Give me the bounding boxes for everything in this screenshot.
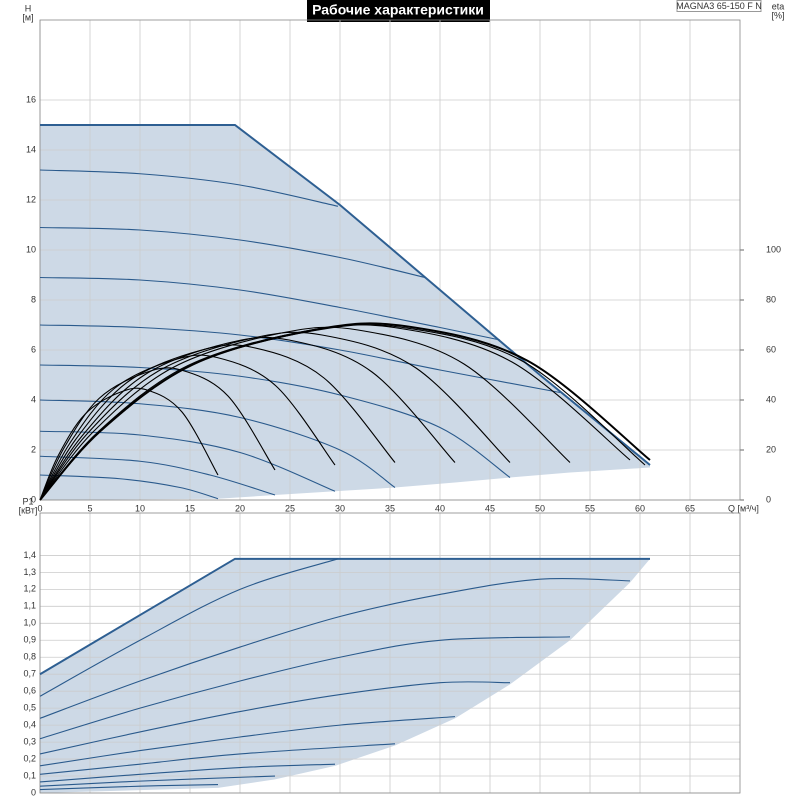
x-tick-label: 50 — [535, 503, 545, 513]
x-tick-label: 30 — [335, 503, 345, 513]
y-tick-label: 16 — [26, 94, 36, 104]
curve — [39, 783, 219, 791]
efficiency-curve — [39, 331, 511, 501]
y2-tick-label: 60 — [766, 344, 776, 354]
efficiency-curve — [39, 387, 219, 501]
y-tick-label: 1,2 — [23, 584, 36, 594]
curve — [39, 558, 339, 697]
y-tick-label: 1,4 — [23, 550, 36, 560]
y-axis-label: H — [25, 3, 32, 13]
model-box — [676, 0, 762, 12]
y-tick-label: 0,3 — [23, 736, 36, 746]
y2-tick-label: 20 — [766, 444, 776, 454]
curve — [39, 681, 511, 755]
curve — [39, 636, 571, 740]
y2-axis-unit: [%] — [771, 10, 784, 20]
chart-title: Рабочие характеристики — [312, 2, 484, 18]
curve — [39, 226, 426, 279]
y-tick-label: 2 — [31, 444, 36, 454]
y-tick-label: 12 — [26, 194, 36, 204]
y-tick-label: 0,8 — [23, 652, 36, 662]
efficiency-curve — [39, 326, 571, 501]
y2-tick-label: 40 — [766, 394, 776, 404]
x-tick-label: 0 — [37, 503, 42, 513]
curve — [39, 324, 561, 394]
curve — [39, 169, 339, 207]
efficiency-curve — [39, 367, 276, 501]
y2-tick-label: 100 — [766, 244, 781, 254]
curve — [39, 474, 219, 500]
y-tick-label: 0,9 — [23, 635, 36, 645]
y-tick-label: 0,7 — [23, 669, 36, 679]
curve — [39, 557, 650, 676]
y-axis-label: P1 — [22, 496, 33, 506]
curve — [39, 716, 456, 767]
y-tick-label: 4 — [31, 394, 36, 404]
y-tick-label: 14 — [26, 144, 36, 154]
x-tick-label: 35 — [385, 503, 395, 513]
x-tick-label: 55 — [585, 503, 595, 513]
x-tick-label: 15 — [185, 503, 195, 513]
y-tick-label: 0,1 — [23, 770, 36, 780]
x-tick-label: 10 — [135, 503, 145, 513]
plot-frame — [39, 512, 741, 794]
curve — [40, 124, 651, 466]
y2-tick-label: 0 — [766, 494, 771, 504]
curve — [39, 276, 501, 341]
y-axis-unit: [м] — [22, 12, 33, 22]
curve — [39, 577, 631, 719]
curve — [39, 430, 336, 492]
x-tick-label: 5 — [87, 503, 92, 513]
y-tick-label: 0,6 — [23, 686, 36, 696]
curve — [39, 775, 276, 787]
y-tick-label: 0,5 — [23, 703, 36, 713]
y-tick-label: 8 — [31, 294, 36, 304]
y-tick-label: 0,4 — [23, 719, 36, 729]
x-tick-label: 25 — [285, 503, 295, 513]
y-tick-label: 1,3 — [23, 567, 36, 577]
x-tick-label: 40 — [435, 503, 445, 513]
y-tick-label: 10 — [26, 244, 36, 254]
title-box — [307, 0, 490, 22]
efficiency-curve — [39, 322, 651, 501]
y-tick-label: 1,1 — [23, 601, 36, 611]
efficiency-curve — [39, 336, 456, 501]
plot-frame — [39, 19, 741, 501]
y2-tick-label: 80 — [766, 294, 776, 304]
y-tick-label: 6 — [31, 344, 36, 354]
x-tick-label: 60 — [635, 503, 645, 513]
curve — [39, 743, 396, 775]
y2-axis-label: eta — [772, 1, 785, 11]
curve — [39, 364, 511, 478]
curve — [39, 399, 396, 488]
curve — [39, 763, 336, 783]
y-tick-label: 1,0 — [23, 618, 36, 628]
x-axis-label: Q [м³/ч] — [728, 503, 759, 513]
model-name: MAGNA3 65-150 F N — [676, 1, 762, 11]
y-tick-label: 0,2 — [23, 753, 36, 763]
operating-area — [40, 558, 650, 793]
x-tick-label: 65 — [685, 503, 695, 513]
y-tick-label: 0 — [31, 494, 36, 504]
y-axis-unit: [кВт] — [19, 505, 38, 515]
x-tick-label: 45 — [485, 503, 495, 513]
y-tick-label: 0 — [31, 787, 36, 797]
operating-area — [40, 125, 650, 500]
curve — [39, 455, 276, 496]
x-tick-label: 20 — [235, 503, 245, 513]
